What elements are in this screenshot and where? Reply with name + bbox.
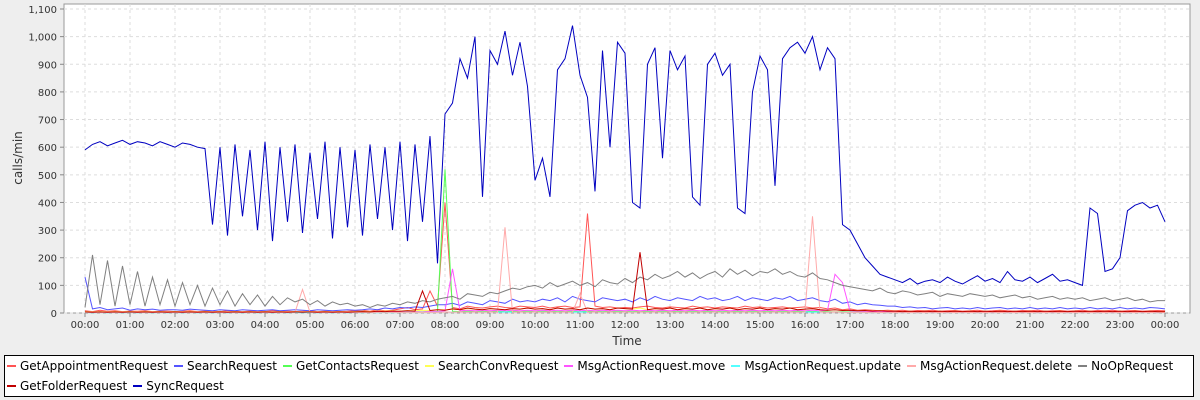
- legend-label: SearchConvRequest: [438, 359, 559, 373]
- y-tick-label: 700: [38, 116, 57, 127]
- x-axis-label: Time: [611, 334, 641, 348]
- y-tick-label: 1,000: [28, 33, 57, 44]
- x-tick-label: 07:00: [386, 320, 415, 331]
- legend-item: SearchRequest: [173, 359, 277, 373]
- y-tick-label: 1,100: [28, 5, 57, 16]
- x-tick-label: 18:00: [881, 320, 910, 331]
- y-tick-label: 100: [38, 281, 57, 292]
- x-tick-label: 16:00: [791, 320, 820, 331]
- legend-label: NoOpRequest: [1091, 359, 1174, 373]
- series-lines: [84, 25, 1166, 314]
- x-tick-label: 08:00: [431, 320, 460, 331]
- y-tick-label: 400: [38, 198, 57, 209]
- legend-swatch: [7, 365, 16, 367]
- legend-item: MsgActionRequest.update: [731, 359, 901, 373]
- y-tick-label: 600: [38, 143, 57, 154]
- x-tick-label: 11:00: [566, 320, 595, 331]
- x-tick-label: 01:00: [116, 320, 145, 331]
- x-tick-label: 04:00: [251, 320, 280, 331]
- legend-row: GetFolderRequest SyncRequest: [5, 376, 1193, 396]
- legend-swatch: [133, 385, 143, 387]
- x-tick-label: 19:00: [926, 320, 955, 331]
- legend-swatch: [1078, 365, 1088, 367]
- x-tick-label: 09:00: [476, 320, 505, 331]
- y-tick-label: 200: [38, 254, 57, 265]
- x-axis-ticks: 00:00 01:00 02:00 03:00 04:00 05:00 06:00 07:00…: [71, 313, 1180, 331]
- y-tick-label: 800: [38, 88, 57, 99]
- plot-area: [63, 3, 1191, 314]
- legend-item: GetContactsRequest: [282, 359, 420, 373]
- x-tick-label: 10:00: [521, 320, 550, 331]
- legend-label: SearchRequest: [186, 359, 277, 373]
- legend-item: MsgActionRequest.move: [564, 359, 725, 373]
- x-tick-label: 17:00: [836, 320, 865, 331]
- x-tick-label: 23:00: [1106, 320, 1135, 331]
- x-tick-label: 21:00: [1016, 320, 1045, 331]
- y-axis-label: calls/min: [11, 131, 25, 185]
- x-tick-label: 12:00: [611, 320, 640, 331]
- legend-label: SyncRequest: [146, 379, 224, 393]
- x-tick-label: 05:00: [296, 320, 325, 331]
- line-chart: 0 100 200 300 400 500 600 700 800 900 1,000 1,100 0…: [11, 3, 1191, 348]
- x-tick-label: 03:00: [206, 320, 235, 331]
- legend-label: GetContactsRequest: [295, 359, 420, 373]
- legend-swatch: [731, 365, 741, 367]
- legend-item: SearchConvRequest: [425, 359, 558, 373]
- legend-swatch: [564, 365, 574, 367]
- y-tick-label: 300: [38, 226, 57, 237]
- x-tick-label: 02:00: [161, 320, 190, 331]
- y-tick-label: 0: [51, 309, 57, 320]
- x-tick-label: 00:00: [71, 320, 100, 331]
- legend-item: GetAppointmentRequest: [7, 359, 168, 373]
- legend-item: SyncRequest: [133, 379, 224, 393]
- legend-label: MsgActionRequest.update: [744, 359, 901, 373]
- legend-row: GetAppointmentRequest SearchRequest GetCon…: [5, 356, 1193, 376]
- legend: GetAppointmentRequest SearchRequest GetCon…: [4, 355, 1194, 397]
- x-tick-label: 13:00: [656, 320, 685, 331]
- legend-swatch: [425, 365, 435, 367]
- legend-swatch: [906, 365, 916, 367]
- x-tick-label: 15:00: [746, 320, 775, 331]
- legend-swatch: [7, 385, 16, 387]
- legend-item: MsgActionRequest.delete: [906, 359, 1073, 373]
- legend-swatch: [173, 365, 183, 367]
- gridlines: [64, 4, 1190, 314]
- x-tick-label: 14:00: [701, 320, 730, 331]
- x-tick-label: 20:00: [971, 320, 1000, 331]
- legend-item: GetFolderRequest: [7, 379, 127, 393]
- x-tick-label: 06:00: [341, 320, 370, 331]
- y-tick-label: 500: [38, 171, 57, 182]
- legend-label: MsgActionRequest.delete: [919, 359, 1073, 373]
- legend-swatch: [282, 365, 292, 367]
- x-tick-label: 00:00: [1151, 320, 1180, 331]
- x-tick-label: 22:00: [1061, 320, 1090, 331]
- legend-item: NoOpRequest: [1078, 359, 1173, 373]
- series-line-searchrequest: [84, 276, 1166, 312]
- series-line-getfolderrequest: [84, 252, 1165, 313]
- legend-label: GetAppointmentRequest: [20, 359, 168, 373]
- legend-label: GetFolderRequest: [20, 379, 128, 393]
- legend-label: MsgActionRequest.move: [577, 359, 726, 373]
- series-line-syncrequest: [84, 25, 1166, 287]
- y-tick-label: 900: [38, 60, 57, 71]
- series-line-nooprequest: [84, 254, 1165, 309]
- y-axis-ticks: 0 100 200 300 400 500 600 700 800 900 1,000 1,100: [28, 5, 64, 320]
